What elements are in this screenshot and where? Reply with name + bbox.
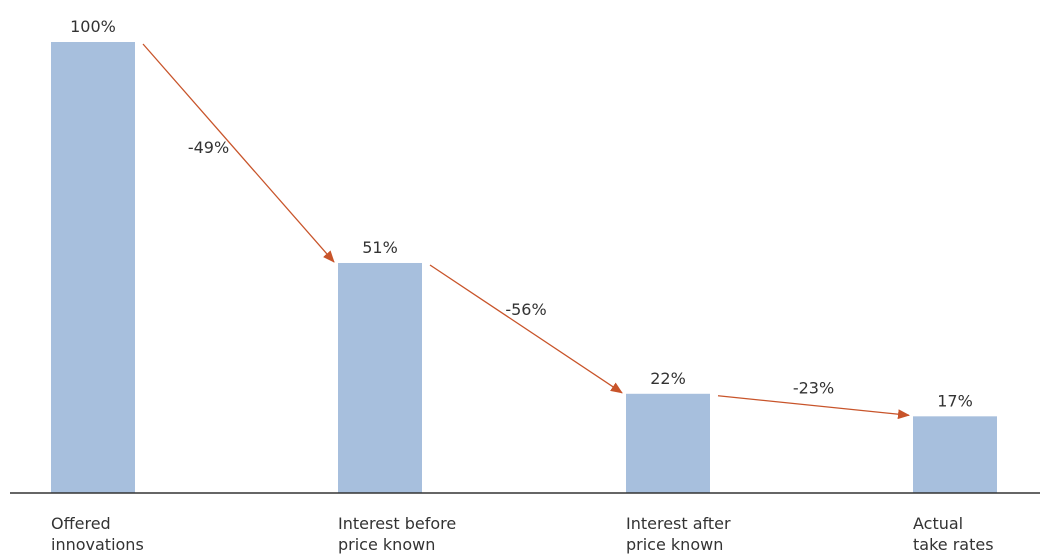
change-arrow-2 (429, 264, 623, 394)
category-label-line1: Interest before (338, 514, 456, 533)
bar-value-label-2: 51% (362, 238, 398, 257)
category-label-line1: Interest after (626, 514, 731, 533)
category-label-line1: Offered (51, 514, 111, 533)
categories-layer: Offered innovations Interest before price k… (51, 514, 994, 554)
bar-1 (51, 42, 135, 493)
arrows-layer (142, 43, 910, 420)
bars-layer (51, 42, 997, 493)
category-label-2: Interest before price known (338, 514, 456, 554)
bar-value-label-1: 100% (70, 17, 116, 36)
bar-2 (338, 262, 422, 493)
category-label-line2: take rates (913, 535, 994, 554)
change-arrow-1 (142, 43, 335, 263)
category-label-line2: innovations (51, 535, 144, 554)
bar-3 (626, 393, 710, 493)
change-arrow-3 (717, 395, 910, 420)
category-label-line1: Actual (913, 514, 963, 533)
category-label-line2: price known (626, 535, 723, 554)
bar-4 (913, 416, 997, 493)
change-label-3: -23% (793, 379, 834, 398)
category-label-line2: price known (338, 535, 435, 554)
category-label-3: Interest after price known (626, 514, 731, 554)
bar-value-label-4: 17% (937, 391, 973, 410)
change-label-2: -56% (505, 300, 546, 319)
bar-value-label-3: 22% (650, 369, 686, 388)
change-label-1: -49% (188, 138, 229, 157)
labels-layer: 100% 51% 22% 17% -49% -56% -23% (70, 17, 973, 410)
category-label-1: Offered innovations (51, 514, 144, 554)
category-label-4: Actual take rates (913, 514, 994, 554)
